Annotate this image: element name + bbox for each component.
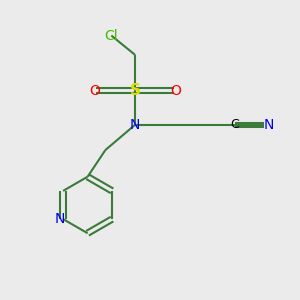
Text: S: S (130, 83, 141, 98)
Text: N: N (55, 212, 65, 226)
Text: Cl: Cl (104, 28, 118, 43)
Text: C: C (230, 118, 239, 131)
Text: N: N (264, 118, 274, 132)
Text: O: O (170, 84, 181, 98)
Text: O: O (90, 84, 101, 98)
Text: N: N (130, 118, 140, 132)
